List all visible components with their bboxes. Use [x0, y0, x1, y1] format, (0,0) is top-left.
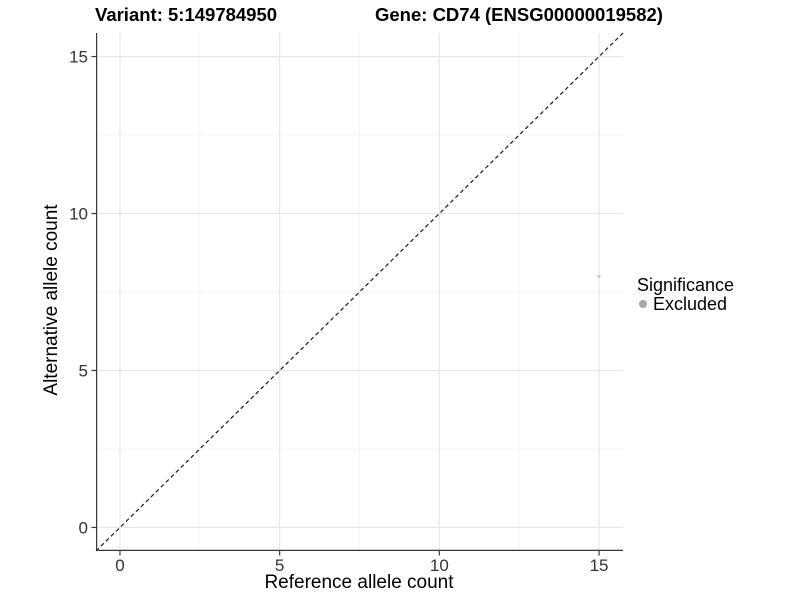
x-axis-title: Reference allele count [264, 572, 454, 593]
y-tick-label: 5 [79, 361, 88, 380]
gene-title: Gene: CD74 (ENSG00000019582) [375, 4, 663, 25]
excluded-point-icon [639, 300, 647, 308]
plot-panel: 0 5 10 15 0 5 10 15 [69, 32, 624, 575]
y-tick-label: 0 [79, 518, 88, 537]
data-point [597, 274, 601, 278]
legend-item-label: Excluded [653, 294, 728, 314]
legend-title: Significance [637, 275, 735, 295]
y-tick-label: 10 [69, 205, 88, 224]
x-tick-label: 10 [430, 556, 449, 575]
legend: Significance Excluded [637, 275, 734, 313]
legend-item-excluded: Excluded [637, 295, 734, 313]
variant-title: Variant: 5:149784950 [95, 4, 278, 25]
x-tick-label: 0 [115, 556, 124, 575]
y-axis-title: Alternative allele count [41, 204, 62, 396]
x-tick-label: 5 [275, 556, 284, 575]
y-tick-label: 15 [69, 48, 88, 67]
x-tick-label: 15 [590, 556, 609, 575]
